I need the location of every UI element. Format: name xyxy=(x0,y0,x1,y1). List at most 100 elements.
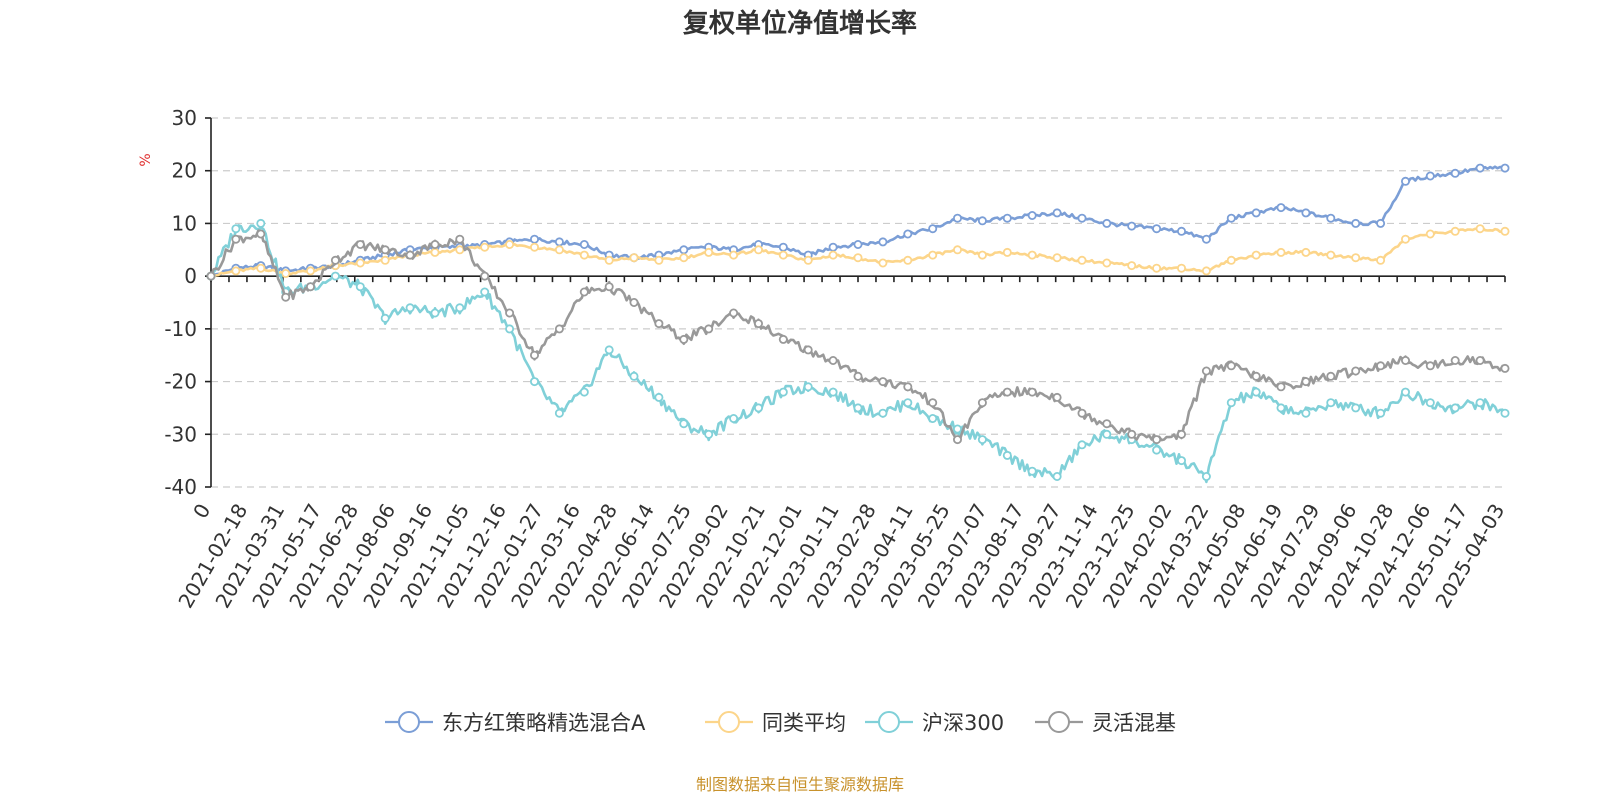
series-3-point xyxy=(1052,392,1062,402)
series-0-point xyxy=(1326,213,1336,223)
series-0-point xyxy=(554,237,564,247)
chart-title: 复权单位净值增长率 xyxy=(683,8,917,39)
legend-swatch-circle-3 xyxy=(1048,711,1070,733)
series-3-point xyxy=(1102,419,1112,429)
series-2-point xyxy=(1152,445,1162,455)
legend-item-0[interactable]: 东方红策略精选混合A xyxy=(442,711,646,735)
series-1-point xyxy=(305,266,315,276)
series-1-point xyxy=(803,255,813,265)
series-1-point xyxy=(1500,226,1510,236)
series-2-point xyxy=(828,387,838,397)
legend-item-1[interactable]: 同类平均 xyxy=(762,711,846,735)
series-2-point xyxy=(1425,398,1435,408)
series-3-point xyxy=(1351,366,1361,376)
series-2-point xyxy=(554,408,564,418)
series-3-point xyxy=(928,398,938,408)
series-1-point xyxy=(629,253,639,263)
series-3-point xyxy=(729,308,739,318)
series-2-point xyxy=(1002,450,1012,460)
series-2-point xyxy=(1027,466,1037,476)
series-0-point xyxy=(977,216,987,226)
series-3-point xyxy=(380,245,390,255)
series-0-point xyxy=(903,229,913,239)
series-2-point xyxy=(729,413,739,423)
series-3-point xyxy=(305,282,315,292)
series-2-point xyxy=(405,303,415,313)
series-lines xyxy=(206,163,1510,484)
series-1-point xyxy=(1102,258,1112,268)
series-1-point xyxy=(505,239,515,249)
series-1-point xyxy=(1027,250,1037,260)
y-tick-label: -40 xyxy=(164,475,197,499)
series-2-point xyxy=(1177,456,1187,466)
series-3-point xyxy=(330,255,340,265)
series-1-point xyxy=(480,242,490,252)
series-1-point xyxy=(1177,263,1187,273)
series-1-point xyxy=(1127,261,1137,271)
series-3-point xyxy=(1177,429,1187,439)
series-3-point xyxy=(953,435,963,445)
series-2-point xyxy=(1401,387,1411,397)
legend: 东方红策略精选混合A 同类平均 沪深300 灵活混基 xyxy=(385,711,1176,735)
series-2-point xyxy=(330,271,340,281)
series-2-point xyxy=(355,282,365,292)
series-3-point xyxy=(903,382,913,392)
series-0-point xyxy=(1276,203,1286,213)
legend-item-3[interactable]: 灵活混基 xyxy=(1092,711,1176,735)
series-1-point xyxy=(1002,247,1012,257)
series-3-point xyxy=(355,239,365,249)
series-2-point xyxy=(1226,398,1236,408)
series-0-point xyxy=(778,242,788,252)
series-0-point xyxy=(530,234,540,244)
series-1-point xyxy=(977,250,987,260)
series-0-point xyxy=(853,239,863,249)
series-2-point xyxy=(579,387,589,397)
series-3-point xyxy=(1475,355,1485,365)
series-1-point xyxy=(1475,224,1485,234)
x-tick-label: 0 xyxy=(188,500,215,523)
series-3-point xyxy=(1152,435,1162,445)
series-0-point xyxy=(1077,213,1087,223)
series-0-point xyxy=(1376,218,1386,228)
series-1-point xyxy=(530,242,540,252)
series-0-point xyxy=(1475,163,1485,173)
series-3-point xyxy=(1077,408,1087,418)
legend-swatch-circle-2 xyxy=(878,711,900,733)
series-2-point xyxy=(1102,429,1112,439)
series-2-point xyxy=(530,377,540,387)
series-1-point xyxy=(1376,255,1386,265)
series-3-point xyxy=(231,234,241,244)
series-3-point xyxy=(1326,371,1336,381)
series-3-point xyxy=(455,234,465,244)
series-2-point xyxy=(1450,403,1460,413)
series-3-point xyxy=(828,355,838,365)
series-1-point xyxy=(1425,229,1435,239)
series-1-point xyxy=(1276,247,1286,257)
series-1-point xyxy=(1077,255,1087,265)
series-0-point xyxy=(1052,208,1062,218)
series-3-point xyxy=(1127,429,1137,439)
series-0-point xyxy=(1351,218,1361,228)
series-1-point xyxy=(455,245,465,255)
series-3-point xyxy=(505,308,515,318)
series-1-point xyxy=(878,258,888,268)
series-0-point xyxy=(1500,163,1510,173)
series-2-point xyxy=(1201,471,1211,481)
series-2-point xyxy=(778,387,788,397)
series-3-point xyxy=(1027,387,1037,397)
series-1-point xyxy=(1450,226,1460,236)
series-3-point xyxy=(1401,355,1411,365)
series-1-point xyxy=(554,245,564,255)
series-1-point xyxy=(380,255,390,265)
legend-swatch-circle-0 xyxy=(398,711,420,733)
series-2-point xyxy=(878,408,888,418)
series-1-point xyxy=(928,250,938,260)
series-0-point xyxy=(1002,213,1012,223)
series-3-point xyxy=(256,229,266,239)
legend-item-2[interactable]: 沪深300 xyxy=(922,711,1004,735)
series-2-point xyxy=(803,382,813,392)
series-3-point xyxy=(1276,382,1286,392)
series-3-point xyxy=(1251,371,1261,381)
series-2-point xyxy=(505,324,515,334)
series-1-point xyxy=(1326,250,1336,260)
